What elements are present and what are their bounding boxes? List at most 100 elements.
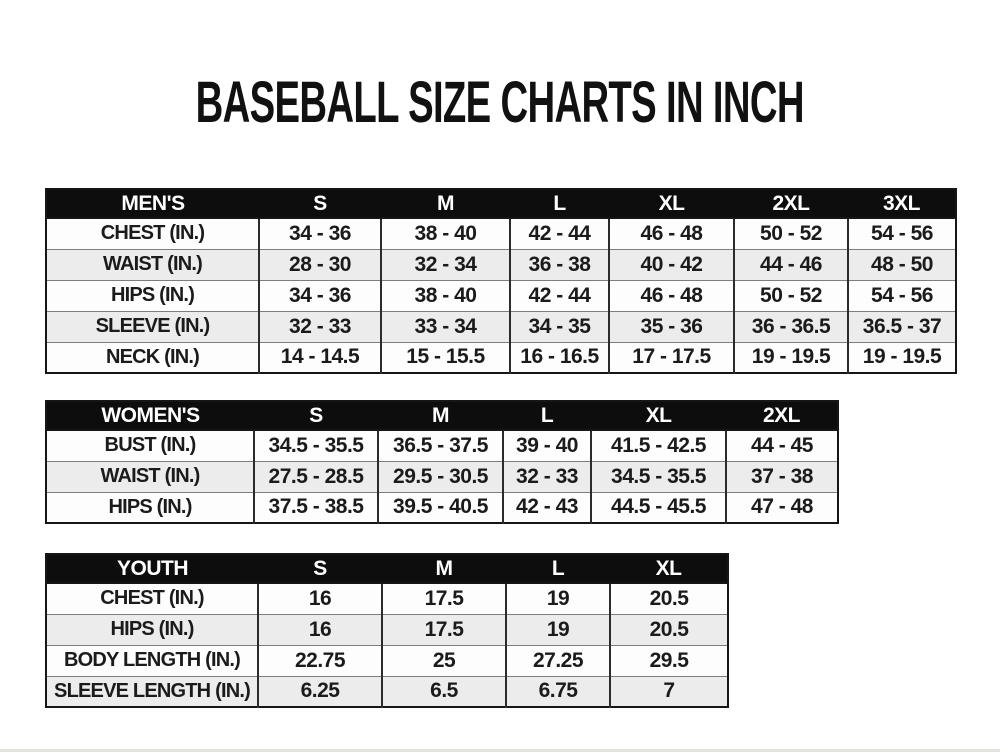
size-column-header: S — [254, 401, 378, 430]
table-row: WAIST (IN.) 27.5 - 28.5 29.5 - 30.5 32 - 33… — [46, 460, 838, 492]
size-column-header: L — [510, 189, 609, 218]
size-value-cell: 16 — [257, 582, 382, 614]
measurement-row-label: WAIST (IN.) — [46, 248, 259, 280]
size-value-cell: 16 — [257, 613, 382, 645]
size-value-cell: 48 - 50 — [847, 248, 956, 280]
size-value-cell: 38 - 40 — [380, 279, 510, 311]
size-value-cell: 39 - 40 — [502, 429, 591, 461]
size-value-cell: 27.5 - 28.5 — [253, 460, 378, 492]
size-value-cell: 6.5 — [381, 675, 506, 707]
size-value-cell: 39.5 - 40.5 — [377, 491, 503, 523]
size-column-header: XL — [591, 401, 726, 430]
size-column-header: 2XL — [726, 401, 838, 430]
table-row: HIPS (IN.) 16 17.5 19 20.5 — [46, 613, 728, 645]
size-value-cell: 36 - 36.5 — [733, 310, 848, 342]
youth-size-table-section: YOUTH S M L XL CHEST (IN.) 16 17.5 19 20.5 HIPS (I… — [45, 553, 729, 708]
size-value-cell: 20.5 — [609, 613, 728, 645]
size-value-cell: 37.5 - 38.5 — [253, 491, 378, 523]
table-header-row: WOMEN'S S M L XL 2XL — [46, 401, 838, 430]
table-row: CHEST (IN.) 16 17.5 19 20.5 — [46, 582, 728, 614]
size-value-cell: 6.75 — [505, 675, 610, 707]
size-value-cell: 22.75 — [257, 644, 382, 676]
size-value-cell: 54 - 56 — [847, 279, 956, 311]
size-value-cell: 38 - 40 — [380, 217, 510, 249]
page-title-text: BASEBALL SIZE CHARTS IN INCH — [195, 70, 805, 135]
measurement-row-label: SLEEVE LENGTH (IN.) — [46, 675, 258, 707]
size-column-header: M — [381, 189, 510, 218]
measurement-row-label: SLEEVE (IN.) — [46, 310, 259, 342]
measurement-row-label: NECK (IN.) — [46, 341, 259, 373]
size-value-cell: 40 - 42 — [608, 248, 734, 280]
size-value-cell: 19 - 19.5 — [847, 341, 956, 373]
size-value-cell: 29.5 - 30.5 — [377, 460, 503, 492]
scan-edge-artifact — [0, 749, 1000, 752]
size-column-header: L — [506, 554, 610, 583]
size-value-cell: 50 - 52 — [733, 279, 848, 311]
size-value-cell: 33 - 34 — [380, 310, 510, 342]
size-value-cell: 27.25 — [505, 644, 610, 676]
mens-size-table-section: MEN'S S M L XL 2XL 3XL CHEST (IN.) 34 - 36 38 - 4… — [45, 188, 957, 374]
size-value-cell: 34 - 36 — [258, 217, 381, 249]
size-value-cell: 19 - 19.5 — [733, 341, 848, 373]
table-row: BODY LENGTH (IN.) 22.75 25 27.25 29.5 — [46, 644, 728, 676]
size-value-cell: 42 - 44 — [509, 279, 609, 311]
size-value-cell: 14 - 14.5 — [258, 341, 381, 373]
womens-size-table: WOMEN'S S M L XL 2XL BUST (IN.) 34.5 - 35.5 36.5… — [45, 400, 839, 524]
size-value-cell: 19 — [505, 582, 610, 614]
size-column-header: L — [503, 401, 591, 430]
size-column-header: M — [382, 554, 506, 583]
size-value-cell: 32 - 33 — [502, 460, 591, 492]
measurement-row-label: HIPS (IN.) — [46, 279, 259, 311]
size-value-cell: 44 - 46 — [733, 248, 848, 280]
table-row: WAIST (IN.) 28 - 30 32 - 34 36 - 38 40 - 42 4… — [46, 248, 956, 280]
size-value-cell: 37 - 38 — [725, 460, 838, 492]
table-row: HIPS (IN.) 34 - 36 38 - 40 42 - 44 46 - 48 50… — [46, 279, 956, 311]
size-value-cell: 32 - 34 — [380, 248, 510, 280]
measurement-row-label: BUST (IN.) — [46, 429, 254, 461]
measurement-row-label: WAIST (IN.) — [46, 460, 254, 492]
size-value-cell: 36.5 - 37 — [847, 310, 956, 342]
table-row: SLEEVE (IN.) 32 - 33 33 - 34 34 - 35 35 - 36… — [46, 310, 956, 342]
size-value-cell: 42 - 44 — [509, 217, 609, 249]
size-value-cell: 41.5 - 42.5 — [590, 429, 726, 461]
table-header-row: MEN'S S M L XL 2XL 3XL — [46, 189, 956, 218]
size-value-cell: 54 - 56 — [847, 217, 956, 249]
measurement-row-label: BODY LENGTH (IN.) — [46, 644, 258, 676]
size-value-cell: 46 - 48 — [608, 279, 734, 311]
size-value-cell: 44 - 45 — [725, 429, 838, 461]
size-value-cell: 16 - 16.5 — [509, 341, 609, 373]
table-row: BUST (IN.) 34.5 - 35.5 36.5 - 37.5 39 - 40 4… — [46, 429, 838, 461]
size-value-cell: 17.5 — [381, 582, 506, 614]
size-value-cell: 36 - 38 — [509, 248, 609, 280]
size-value-cell: 29.5 — [609, 644, 728, 676]
size-value-cell: 44.5 - 45.5 — [590, 491, 726, 523]
size-value-cell: 17.5 — [381, 613, 506, 645]
size-value-cell: 20.5 — [609, 582, 728, 614]
size-value-cell: 7 — [609, 675, 728, 707]
page-title: BASEBALL SIZE CHARTS IN INCH — [0, 74, 1000, 132]
size-value-cell: 19 — [505, 613, 610, 645]
size-value-cell: 6.25 — [257, 675, 382, 707]
table-title-cell: WOMEN'S — [46, 401, 254, 430]
measurement-row-label: HIPS (IN.) — [46, 491, 254, 523]
table-title-cell: MEN'S — [46, 189, 259, 218]
womens-size-table-section: WOMEN'S S M L XL 2XL BUST (IN.) 34.5 - 35.5 36.5… — [45, 400, 839, 524]
size-value-cell: 46 - 48 — [608, 217, 734, 249]
table-title-cell: YOUTH — [46, 554, 258, 583]
table-row: NECK (IN.) 14 - 14.5 15 - 15.5 16 - 16.5 17 … — [46, 341, 956, 373]
table-row: SLEEVE LENGTH (IN.) 6.25 6.5 6.75 7 — [46, 675, 728, 707]
size-value-cell: 34 - 36 — [258, 279, 381, 311]
table-row: HIPS (IN.) 37.5 - 38.5 39.5 - 40.5 42 - 43 4… — [46, 491, 838, 523]
size-value-cell: 28 - 30 — [258, 248, 381, 280]
size-value-cell: 50 - 52 — [733, 217, 848, 249]
size-value-cell: 35 - 36 — [608, 310, 734, 342]
table-row: CHEST (IN.) 34 - 36 38 - 40 42 - 44 46 - 48 5… — [46, 217, 956, 249]
size-value-cell: 15 - 15.5 — [380, 341, 510, 373]
table-header-row: YOUTH S M L XL — [46, 554, 728, 583]
size-value-cell: 36.5 - 37.5 — [377, 429, 503, 461]
size-value-cell: 34.5 - 35.5 — [590, 460, 726, 492]
size-value-cell: 47 - 48 — [725, 491, 838, 523]
size-value-cell: 25 — [381, 644, 506, 676]
size-column-header: M — [378, 401, 503, 430]
